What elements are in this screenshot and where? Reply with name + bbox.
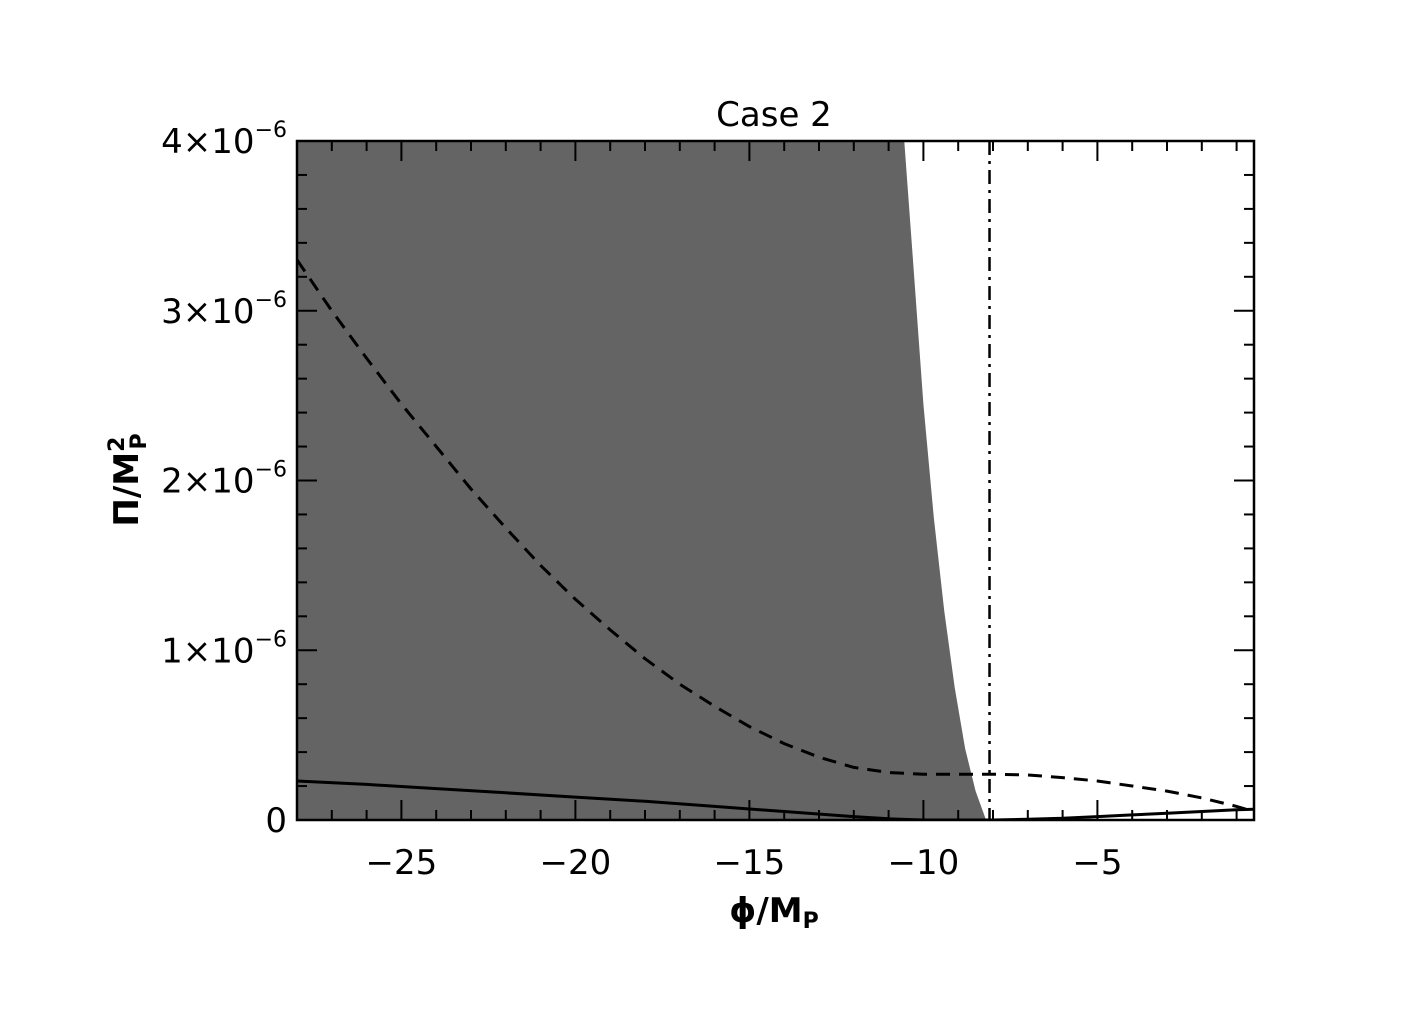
- y-axis-label-sub: P: [127, 433, 152, 449]
- x-tick-label: −20: [540, 843, 612, 883]
- y-tick-label-mantissa: 4×10: [161, 122, 254, 162]
- y-tick-label-exponent: −6: [255, 118, 287, 143]
- plot-frame: [295, 139, 1256, 822]
- y-tick-label: 3×10−6: [161, 288, 287, 332]
- y-tick-label-mantissa: 0: [265, 801, 287, 841]
- y-tick-label: 0: [265, 801, 287, 841]
- y-tick-label-exponent: −6: [255, 288, 287, 313]
- x-axis-label-sub: P: [803, 909, 819, 934]
- x-axis-label-main: ϕ/M: [729, 891, 802, 931]
- y-tick-label-mantissa: 3×10: [161, 292, 254, 332]
- y-axis-label-main: Π/M: [107, 452, 147, 527]
- plot-content: [297, 141, 1254, 820]
- dashed-curve: [297, 258, 1254, 813]
- x-tick-label: −15: [714, 843, 786, 883]
- y-tick-label-mantissa: 1×10: [161, 631, 254, 671]
- y-axis-label: Π/M2P: [105, 433, 152, 526]
- solid-curve: [297, 779, 1254, 820]
- y-tick-label-mantissa: 2×10: [161, 462, 254, 502]
- axis-ticks: −25 −20 −15 −10 −501×10−62×10−63×10−64×10−6: [161, 118, 1254, 883]
- plot-area: [297, 141, 1254, 820]
- y-tick-label-exponent: −6: [255, 458, 287, 483]
- y-tick-label-exponent: −6: [255, 627, 287, 652]
- y-tick-label: 2×10−6: [161, 458, 287, 502]
- x-tick-label: −10: [888, 843, 960, 883]
- x-axis-label: ϕ/MP: [729, 891, 818, 934]
- shaded-region: [297, 141, 987, 820]
- chart-title: Case 2: [716, 95, 832, 135]
- y-axis-label-sup: 2: [105, 437, 130, 452]
- x-tick-label: −5: [1072, 843, 1122, 883]
- y-tick-label: 1×10−6: [161, 627, 287, 671]
- x-tick-label: −25: [366, 843, 438, 883]
- y-tick-label: 4×10−6: [161, 118, 287, 162]
